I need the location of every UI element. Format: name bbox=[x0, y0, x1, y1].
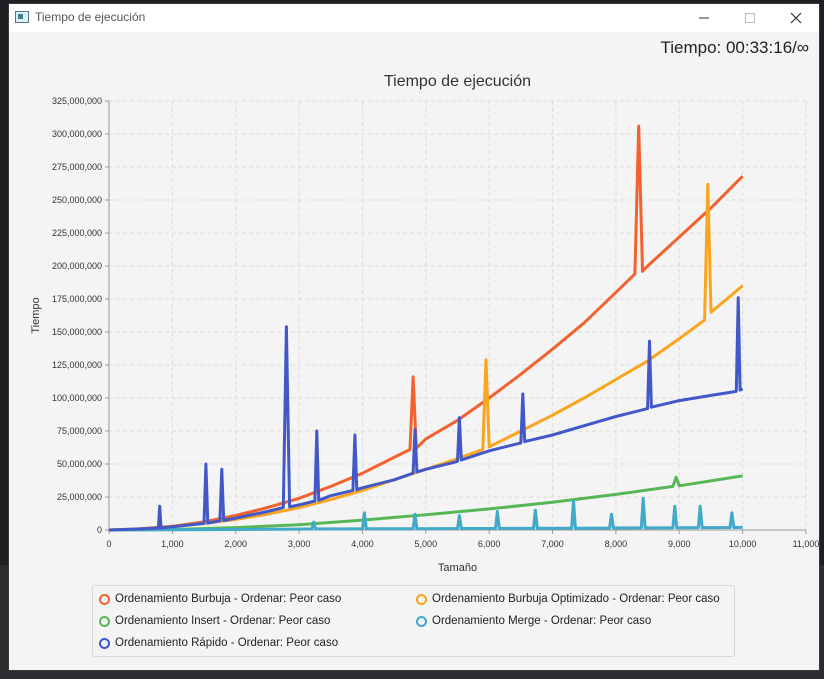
y-tick-label: 25,000,000 bbox=[57, 492, 102, 502]
y-tick-label: 225,000,000 bbox=[52, 228, 102, 238]
maximize-icon[interactable] bbox=[727, 4, 773, 32]
legend-label-burbuja-optimizado: Ordenamiento Burbuja Optimizado - Ordena… bbox=[432, 593, 720, 605]
x-tick-label: 4,000 bbox=[351, 539, 374, 549]
series-line-3 bbox=[108, 496, 743, 532]
y-tick-label: 125,000,000 bbox=[52, 360, 102, 370]
legend-item-insert: Ordenamiento Insert - Ordenar: Peor caso bbox=[99, 615, 330, 627]
x-tick-label: 2,000 bbox=[224, 539, 247, 549]
x-tick-label: 7,000 bbox=[541, 539, 564, 549]
legend-marker-merge bbox=[416, 615, 427, 627]
legend-item-burbuja: Ordenamiento Burbuja - Ordenar: Peor cas… bbox=[99, 593, 341, 605]
y-tick-label: 275,000,000 bbox=[52, 162, 102, 172]
legend-label-burbuja: Ordenamiento Burbuja - Ordenar: Peor cas… bbox=[115, 593, 342, 605]
series-line-0 bbox=[108, 124, 744, 532]
title-bar[interactable]: Tiempo de ejecución bbox=[9, 4, 819, 32]
x-tick-label: 1,000 bbox=[161, 539, 184, 549]
legend-marker-burbuja-optimizado bbox=[416, 593, 427, 605]
legend-marker-insert bbox=[99, 615, 110, 627]
y-tick-label: 300,000,000 bbox=[52, 129, 102, 139]
x-tick-label: 6,000 bbox=[478, 539, 501, 549]
x-tick-label: 8,000 bbox=[605, 539, 628, 549]
series-line-2 bbox=[108, 474, 743, 532]
timer-label: Tiempo: 00:33:16/∞ bbox=[660, 38, 809, 57]
x-tick-label: 3,000 bbox=[288, 539, 311, 549]
y-tick-label: 150,000,000 bbox=[52, 327, 102, 337]
legend-marker-rapido bbox=[99, 637, 110, 649]
y-tick-label: 50,000,000 bbox=[57, 459, 102, 469]
legend-marker-burbuja bbox=[99, 593, 110, 605]
legend-item-burbuja-optimizado: Ordenamiento Burbuja Optimizado - Ordena… bbox=[416, 593, 720, 605]
window-title: Tiempo de ejecución bbox=[35, 10, 146, 24]
y-tick-label: 325,000,000 bbox=[52, 96, 102, 106]
x-tick-label: 10,000 bbox=[729, 539, 757, 549]
legend-item-merge: Ordenamiento Merge - Ordenar: Peor caso bbox=[416, 615, 651, 627]
app-icon bbox=[15, 11, 29, 23]
x-tick-label: 9,000 bbox=[668, 539, 691, 549]
series-line-4 bbox=[108, 296, 744, 532]
chart-window: Tiempo de ejecución Tiempo: 00:33:16/∞ 0… bbox=[8, 3, 820, 671]
line-chart: 0 25,000,000 50,000,000 75,000,000 100,000,0… bbox=[30, 73, 819, 574]
chart-legend: Ordenamiento Burbuja - Ordenar: Peor cas… bbox=[92, 585, 735, 657]
y-tick-label: 250,000,000 bbox=[52, 195, 102, 205]
y-tick-label: 200,000,000 bbox=[52, 261, 102, 271]
x-tick-label: 11,000 bbox=[793, 539, 819, 549]
legend-label-merge: Ordenamiento Merge - Ordenar: Peor caso bbox=[432, 615, 652, 627]
y-tick-label: 75,000,000 bbox=[57, 426, 102, 436]
y-tick-label: 175,000,000 bbox=[52, 294, 102, 304]
x-tick-label: 0 bbox=[106, 539, 111, 549]
chart-title: Tiempo de ejecución bbox=[384, 73, 531, 90]
background-editor bbox=[0, 0, 10, 679]
plot-area bbox=[109, 101, 806, 530]
legend-item-rapido: Ordenamiento Rápido - Ordenar: Peor caso bbox=[99, 637, 338, 649]
x-axis-label: Tamaño bbox=[438, 562, 477, 574]
y-axis-label: Tiempo bbox=[30, 297, 42, 333]
y-tick-label: 100,000,000 bbox=[52, 393, 102, 403]
x-tick-label: 5,000 bbox=[415, 539, 438, 549]
legend-label-rapido: Ordenamiento Rápido - Ordenar: Peor caso bbox=[115, 637, 339, 649]
close-icon[interactable] bbox=[773, 4, 819, 32]
y-tick-label: 0 bbox=[97, 525, 102, 535]
minimize-icon[interactable] bbox=[681, 4, 727, 32]
legend-label-insert: Ordenamiento Insert - Ordenar: Peor caso bbox=[115, 615, 331, 627]
